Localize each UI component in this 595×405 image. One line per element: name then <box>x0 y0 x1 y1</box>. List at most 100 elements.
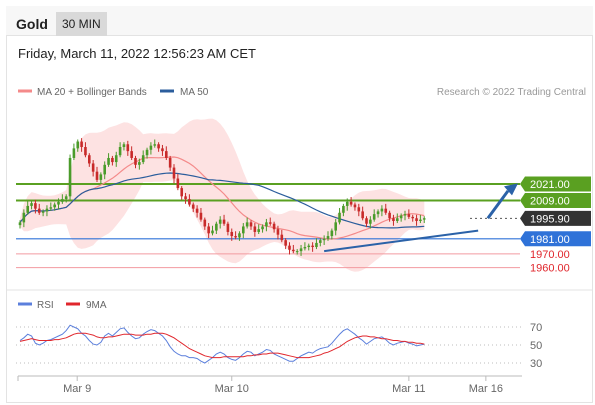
candle-body <box>37 208 41 213</box>
candle-body <box>99 174 103 180</box>
candle-body <box>180 188 183 197</box>
candle-body <box>415 218 418 221</box>
candle-body <box>157 144 160 149</box>
candle-body <box>380 208 384 212</box>
candle-body <box>118 147 122 156</box>
candle-body <box>188 199 191 205</box>
level-labels: 2021.00 2009.00 1995.90 1981.00 1970.00 1960.… <box>520 176 591 275</box>
candle-body <box>95 171 99 180</box>
candle-body <box>195 208 199 213</box>
candle-body <box>299 248 303 252</box>
candle-body <box>242 226 245 234</box>
candle-body <box>234 236 237 238</box>
candle-body <box>203 219 207 227</box>
candle-body <box>238 233 241 238</box>
candle-body <box>311 245 314 248</box>
rsi-lines <box>19 324 425 364</box>
candle-body <box>222 219 226 224</box>
candle-body <box>342 205 345 213</box>
candle-body <box>111 157 114 163</box>
candle-body <box>411 216 414 219</box>
candle-body <box>207 226 210 234</box>
candle-body <box>315 242 318 248</box>
candle-body <box>161 148 164 152</box>
candle-body <box>22 212 26 223</box>
candle-body <box>361 211 364 219</box>
candle-body <box>345 201 349 206</box>
candle-body <box>126 144 130 152</box>
candle-body <box>34 203 37 209</box>
candle-body <box>215 223 218 231</box>
level-label-1970.00: 1970.00 <box>530 249 570 261</box>
candle-body <box>53 204 56 208</box>
candle-body <box>122 144 126 148</box>
candle-body <box>330 230 334 237</box>
candle-body <box>357 207 361 212</box>
candle-body <box>45 208 49 212</box>
candle-body <box>103 164 106 175</box>
rsi-tick-50: 50 <box>530 340 542 352</box>
legend-rsi-label: RSI <box>37 300 54 311</box>
candle-body <box>64 196 68 200</box>
candle-body <box>165 151 168 158</box>
candle-body <box>419 219 422 221</box>
level-label-1995.90: 1995.90 <box>530 213 570 225</box>
legend-9ma-label: 9MA <box>86 300 107 311</box>
x-axis: Mar 9 Mar 10 Mar 11 Mar 16 <box>17 376 503 395</box>
candle-body <box>249 222 253 227</box>
candle-body <box>365 218 368 224</box>
candle-body <box>149 145 153 150</box>
candle-body <box>376 211 380 215</box>
candle-body <box>18 222 22 226</box>
candle-body <box>253 226 257 232</box>
bollinger-band-area <box>20 118 425 272</box>
candle-body <box>265 222 268 227</box>
candle-body <box>26 205 29 213</box>
candles <box>18 138 426 256</box>
candle-body <box>41 211 45 213</box>
candle-body <box>280 234 284 241</box>
candle-body <box>68 157 72 197</box>
candle-body <box>326 236 330 239</box>
candle-body <box>334 222 337 231</box>
candle-body <box>319 240 322 243</box>
candle-body <box>392 218 395 221</box>
candle-body <box>88 155 91 164</box>
level-tag-1995.90 <box>520 210 591 226</box>
candle-body <box>130 151 133 158</box>
interval-badge[interactable]: 30 MIN <box>56 12 107 36</box>
candle-body <box>184 196 187 200</box>
candle-body <box>153 144 157 146</box>
candle-body <box>114 155 118 163</box>
candle-body <box>353 204 357 208</box>
candle-body <box>322 238 326 241</box>
projection-arrow-head <box>504 183 518 196</box>
level-label-1981.00: 1981.00 <box>530 234 570 246</box>
level-tag-2009.00 <box>520 192 591 208</box>
candle-body <box>176 178 180 189</box>
level-tag-2021.00 <box>520 176 591 192</box>
x-tick-label: Mar 9 <box>63 383 91 395</box>
support-trendline <box>324 229 479 253</box>
bollinger-band <box>20 118 425 272</box>
rsi-tick-70: 70 <box>530 322 542 334</box>
legend-ma20-label: MA 20 + Bollinger Bands <box>37 87 147 98</box>
candle-body <box>218 219 222 224</box>
candle-body <box>134 157 137 165</box>
rsi-tick-30: 30 <box>530 358 542 370</box>
candle-body <box>72 148 76 158</box>
price-levels <box>16 183 520 269</box>
candle-body <box>384 208 388 213</box>
candle-body <box>49 207 53 209</box>
candle-body <box>396 218 399 221</box>
candle-body <box>230 231 234 237</box>
rsi-line <box>19 324 425 364</box>
candle-body <box>399 215 403 219</box>
candle-body <box>168 157 172 168</box>
level-tag-1981.00 <box>520 231 591 247</box>
candle-body <box>295 251 299 253</box>
candle-body <box>91 163 95 172</box>
candle-body <box>307 245 311 248</box>
candle-body <box>272 223 276 230</box>
